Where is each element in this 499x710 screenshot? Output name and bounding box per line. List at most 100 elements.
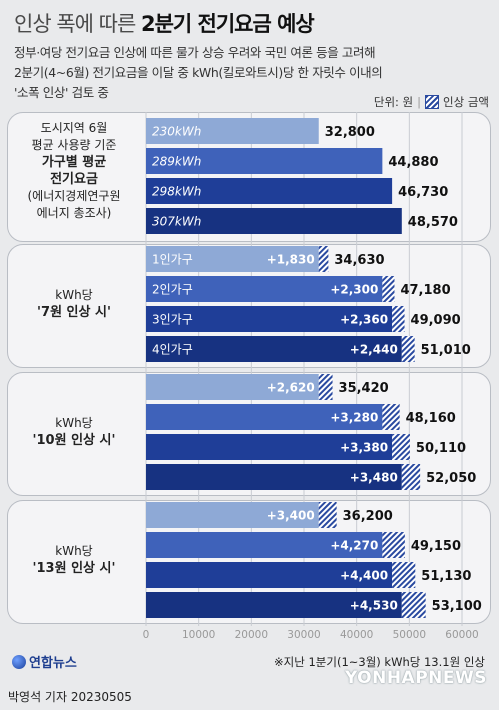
group-label-line: kWh당 bbox=[55, 288, 93, 302]
increase-label: +3,400 bbox=[267, 509, 315, 523]
total-label: 49,150 bbox=[411, 539, 461, 554]
increase-segment bbox=[382, 532, 405, 558]
x-tick-label: 40000 bbox=[340, 629, 373, 641]
bar bbox=[146, 434, 393, 460]
group-label-line: 에너지 총조사) bbox=[36, 206, 112, 220]
total-label: 35,420 bbox=[339, 381, 389, 396]
category-label: 230kWh bbox=[152, 125, 201, 139]
increase-segment bbox=[318, 502, 337, 528]
total-label: 46,730 bbox=[398, 185, 448, 200]
increase-label: +3,480 bbox=[350, 471, 398, 485]
chart-subtitle: 정부·여당 전기요금 인상에 따른 물가 상승 우려와 국민 여론 등을 고려해… bbox=[14, 43, 489, 103]
chart-title: 인상 폭에 따른 2분기 전기요금 예상 bbox=[14, 8, 315, 38]
increase-segment bbox=[382, 276, 395, 302]
increase-label: +3,380 bbox=[340, 441, 388, 455]
bar bbox=[146, 532, 383, 558]
increase-label: +2,300 bbox=[330, 283, 378, 297]
increase-segment bbox=[401, 336, 415, 362]
group-label-4: kWh당 '13원 인상 시' bbox=[8, 543, 140, 577]
increase-label: +4,270 bbox=[330, 539, 378, 553]
total-label: 53,100 bbox=[432, 599, 482, 614]
x-tick-label: 20000 bbox=[235, 629, 268, 641]
group-label-3: kWh당 '10원 인상 시' bbox=[8, 415, 140, 449]
total-label: 48,160 bbox=[406, 411, 456, 426]
increase-label: +2,620 bbox=[267, 381, 315, 395]
bar bbox=[146, 276, 383, 302]
bar bbox=[146, 118, 319, 144]
bar bbox=[146, 592, 402, 618]
group-label-line: kWh당 bbox=[55, 544, 93, 558]
bar bbox=[146, 148, 383, 174]
group-label-line: '7원 인상 시' bbox=[37, 305, 111, 320]
group-label-line: '10원 인상 시' bbox=[32, 433, 116, 448]
group-label-2: kWh당 '7원 인상 시' bbox=[8, 287, 140, 321]
total-label: 50,110 bbox=[416, 441, 466, 456]
category-label: 2인가구 bbox=[152, 283, 193, 297]
increase-segment bbox=[392, 562, 416, 588]
total-label: 47,180 bbox=[400, 283, 450, 298]
x-tick-label: 30000 bbox=[287, 629, 320, 641]
bar bbox=[146, 562, 393, 588]
increase-label: +4,530 bbox=[350, 599, 398, 613]
watermark: YONHAPNEWS bbox=[344, 668, 487, 688]
x-tick-label: 50000 bbox=[393, 629, 426, 641]
group-label-line: '13원 인상 시' bbox=[32, 561, 116, 576]
group-label-line: 전기요금 bbox=[50, 172, 98, 187]
increase-label: +4,400 bbox=[340, 569, 388, 583]
category-label: 3인가구 bbox=[152, 313, 193, 327]
bar bbox=[146, 404, 383, 430]
total-label: 34,630 bbox=[334, 253, 384, 268]
globe-icon bbox=[12, 654, 26, 669]
increase-label: +3,280 bbox=[330, 411, 378, 425]
bar bbox=[146, 502, 319, 528]
legend-divider: | bbox=[417, 95, 422, 109]
category-label: 298kWh bbox=[152, 185, 201, 199]
total-label: 36,200 bbox=[343, 509, 393, 524]
group-label-1: 도시지역 6월 평균 사용량 기준 가구별 평균 전기요금 (에너지경제연구원 … bbox=[8, 120, 140, 222]
increase-segment bbox=[318, 246, 329, 272]
bar bbox=[146, 306, 393, 332]
category-label: 4인가구 bbox=[152, 343, 193, 357]
increase-segment bbox=[318, 374, 333, 400]
increase-segment bbox=[401, 592, 426, 618]
group-label-line: 평균 사용량 기준 bbox=[31, 138, 117, 152]
total-label: 49,090 bbox=[411, 313, 461, 328]
group-label-line: (에너지경제연구원 bbox=[27, 189, 121, 203]
total-label: 51,130 bbox=[421, 569, 471, 584]
title-light: 인상 폭에 따른 bbox=[14, 12, 141, 36]
title-bold: 2분기 전기요금 예상 bbox=[140, 12, 315, 36]
bar bbox=[146, 178, 393, 204]
subtitle-line: 정부·여당 전기요금 인상에 따른 물가 상승 우려와 국민 여론 등을 고려해 bbox=[14, 45, 376, 60]
unit-label: 단위: 원 bbox=[373, 95, 414, 109]
x-tick-label: 60000 bbox=[445, 629, 478, 641]
x-tick-label: 0 bbox=[143, 629, 150, 641]
subtitle-line: '소폭 인상' 검토 중 bbox=[14, 85, 109, 100]
category-label: 289kWh bbox=[152, 155, 201, 169]
legend: 단위: 원 | 인상 금액 bbox=[374, 94, 489, 110]
total-label: 32,800 bbox=[325, 125, 375, 140]
category-label: 1인가구 bbox=[152, 253, 193, 267]
total-label: 48,570 bbox=[408, 215, 458, 230]
total-label: 44,880 bbox=[388, 155, 438, 170]
total-label: 52,050 bbox=[426, 471, 476, 486]
increase-segment bbox=[392, 306, 405, 332]
increase-label: +2,440 bbox=[350, 343, 398, 357]
increase-segment bbox=[392, 434, 410, 460]
group-label-line: 가구별 평균 bbox=[41, 155, 107, 170]
bar bbox=[146, 336, 402, 362]
bar bbox=[146, 208, 402, 234]
group-label-line: kWh당 bbox=[55, 416, 93, 430]
increase-swatch-icon bbox=[425, 95, 440, 109]
total-label: 51,010 bbox=[421, 343, 471, 358]
group-label-line: 도시지역 6월 bbox=[40, 121, 108, 135]
logo-text: 연합뉴스 bbox=[29, 656, 77, 671]
byline: 박영석 기자 20230505 bbox=[8, 690, 132, 704]
bar bbox=[146, 246, 319, 272]
increase-label: +1,830 bbox=[267, 253, 315, 267]
subtitle-line: 2분기(4~6월) 전기요금을 이달 중 kWh(킬로와트시)당 한 자릿수 이… bbox=[14, 65, 383, 80]
bar bbox=[146, 374, 319, 400]
bar bbox=[146, 464, 402, 490]
increase-segment bbox=[401, 464, 421, 490]
x-tick-label: 10000 bbox=[182, 629, 215, 641]
